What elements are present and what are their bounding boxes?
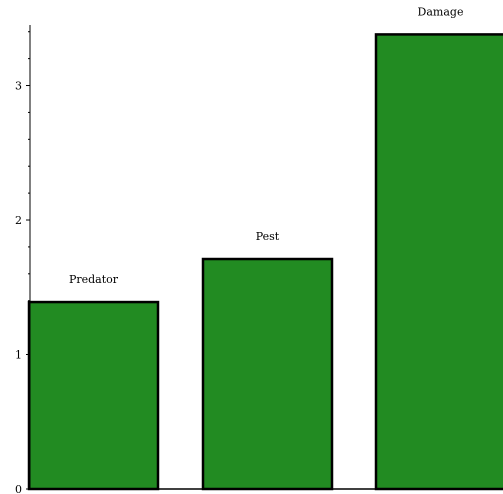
y-tick-label: 3 (15, 80, 22, 93)
y-tick-label: 0 (15, 483, 22, 494)
y-tick-label: 2 (15, 214, 22, 227)
bars-group (27, 33, 503, 491)
y-tick-label: 1 (15, 349, 22, 362)
bar-label-pest: Pest (256, 230, 280, 243)
bar-damage (374, 33, 503, 491)
bar-label-predator: Predator (69, 273, 119, 286)
bar-predator (27, 300, 160, 491)
bar-label-damage: Damage (418, 5, 464, 18)
y-axis: 0 1 2 3 (15, 25, 31, 494)
bar-pest (201, 257, 334, 491)
bar-labels-group: Predator Pest Damage (69, 5, 464, 286)
